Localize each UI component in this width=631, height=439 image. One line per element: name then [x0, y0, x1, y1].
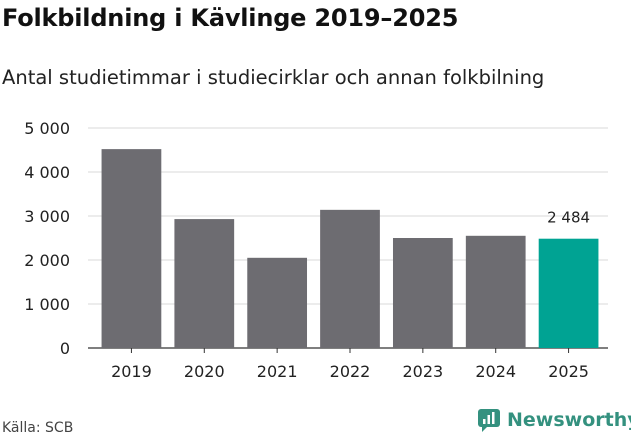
- x-tick-label: 2020: [184, 362, 225, 381]
- y-axis-ticks: 0 1 000 2 000 3 000 4 000 5 000: [24, 119, 70, 358]
- bar-2019: [101, 149, 162, 348]
- source-note: Källa: SCB: [2, 420, 74, 436]
- x-tick-label: 2025: [548, 362, 589, 381]
- x-tick-label: 2023: [402, 362, 443, 381]
- bars: [101, 149, 599, 348]
- bar-2020: [174, 219, 235, 348]
- x-tick-label: 2022: [330, 362, 371, 381]
- y-tick-label: 4 000: [24, 163, 70, 182]
- bar-2023: [392, 238, 453, 348]
- y-tick-label: 3 000: [24, 207, 70, 226]
- bar-2024: [465, 235, 526, 348]
- chart-subtitle: Antal studietimmar i studiecirklar och a…: [2, 66, 545, 89]
- y-tick-label: 2 000: [24, 251, 70, 270]
- bar-2025: [538, 238, 599, 348]
- chart-title: Folkbildning i Kävlinge 2019–2025: [2, 4, 459, 32]
- bar-2021: [247, 257, 308, 348]
- data-label: 2 484: [547, 209, 590, 227]
- brand-name: Newsworthy: [507, 409, 631, 431]
- x-tick-label: 2024: [475, 362, 516, 381]
- data-labels: 2 484: [547, 209, 590, 227]
- y-tick-label: 5 000: [24, 119, 70, 138]
- bar-2022: [320, 209, 380, 348]
- x-axis-ticks: 2019 2020 2021 2022 2023 2024 2025: [111, 348, 589, 381]
- newsworthy-logo-icon: [478, 409, 500, 432]
- brand-logo: Newsworthy: [477, 408, 631, 432]
- y-tick-label: 0: [60, 339, 70, 358]
- y-tick-label: 1 000: [24, 295, 70, 314]
- x-tick-label: 2021: [257, 362, 298, 381]
- x-tick-label: 2019: [111, 362, 152, 381]
